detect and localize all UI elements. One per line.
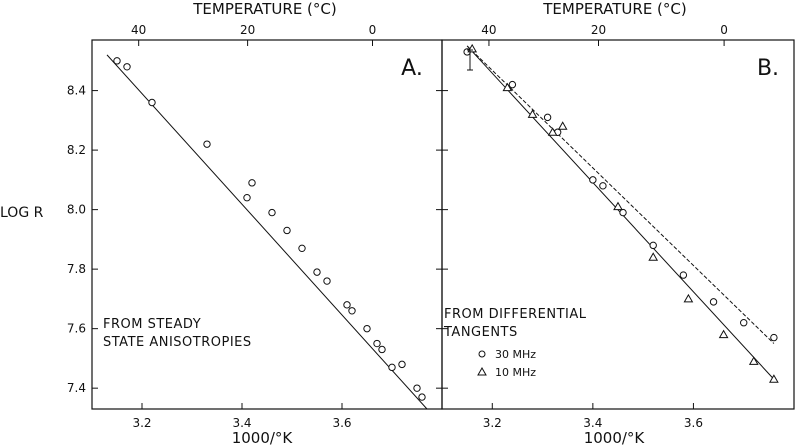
data-point-circle	[203, 140, 211, 148]
y-axis-label: LOG R	[0, 205, 44, 221]
data-point-circle	[298, 244, 306, 253]
y-tick-label: 7.4	[67, 381, 86, 395]
data-point-circle	[363, 324, 371, 333]
y-tick-label: 7.6	[67, 322, 86, 336]
data-point-circle	[348, 307, 356, 315]
panel-a-annotation-line-2: STATE ANISOTROPIES	[103, 335, 252, 350]
fit-line	[466, 45, 775, 344]
top-tick-label: 20	[240, 23, 255, 37]
data-point-circle	[508, 80, 517, 89]
data-point-circle	[388, 363, 396, 372]
data-point-circle	[113, 57, 121, 65]
panel-b-frame	[441, 39, 795, 410]
data-point-circle	[619, 208, 627, 217]
top-tick-label: 40	[131, 23, 146, 37]
legend-30mhz-marker	[478, 350, 486, 358]
y-tick-label: 7.8	[67, 262, 86, 276]
data-point-circle	[770, 333, 778, 342]
top-tick-label: 20	[591, 23, 606, 37]
data-point-circle	[313, 268, 321, 276]
panel-b-label: B.	[757, 56, 779, 81]
data-point-circle	[543, 113, 552, 122]
data-point-circle	[589, 176, 597, 184]
data-point-circle	[740, 319, 748, 327]
data-point-circle	[343, 301, 351, 309]
legend-10mhz-label: 10 MHz	[495, 366, 536, 379]
x-tick-label: 3.4	[232, 416, 251, 430]
panel-b-top-axis-title: TEMPERATURE (°C)	[542, 0, 687, 18]
data-point-circle	[323, 277, 331, 285]
legend-10mhz-marker	[477, 366, 487, 376]
x-tick-label: 3.4	[583, 416, 602, 430]
panel-a-top-axis-title: TEMPERATURE (°C)	[192, 0, 337, 18]
panel-a-frame	[91, 39, 443, 410]
data-point-triangle	[683, 293, 694, 303]
panel-b-annotation-line-2: TANGENTS	[443, 325, 518, 340]
data-point-triangle	[648, 252, 659, 261]
y-tick-label: 8.4	[67, 84, 86, 98]
data-point-circle	[709, 298, 718, 306]
panel-a-x-axis-label: 1000/°K	[232, 429, 294, 447]
y-tick-label: 8.2	[67, 143, 86, 157]
data-point-circle	[248, 179, 256, 187]
data-point-triangle	[547, 127, 558, 136]
y-tick-label: 8.0	[67, 203, 86, 217]
data-point-circle	[599, 182, 607, 190]
data-point-triangle	[718, 329, 729, 339]
data-point-triangle	[502, 82, 513, 92]
panel-b-x-axis-label: 1000/°K	[584, 429, 646, 447]
data-point-circle	[413, 384, 421, 392]
top-tick-label: 0	[369, 23, 377, 37]
data-point-circle	[649, 241, 657, 250]
fit-line	[106, 54, 428, 410]
x-tick-label: 3.2	[132, 416, 151, 430]
data-point-circle	[398, 360, 406, 369]
panel-a-label: A.	[401, 56, 423, 81]
data-point-triangle	[748, 356, 759, 365]
data-point-triangle	[557, 121, 568, 130]
panel-a-annotation-line-1: FROM STEADY	[103, 317, 201, 332]
top-tick-label: 0	[720, 23, 728, 37]
data-point-circle	[679, 271, 688, 279]
data-point-triangle	[769, 374, 779, 383]
data-point-circle	[373, 339, 381, 348]
x-tick-label: 3.6	[332, 416, 351, 430]
data-point-circle	[123, 63, 131, 71]
data-point-circle	[418, 393, 426, 401]
data-point-circle	[283, 226, 291, 235]
data-point-circle	[268, 208, 276, 217]
panel-b-annotation-line-1: FROM DIFFERENTIAL	[444, 307, 587, 322]
legend-30mhz-label: 30 MHz	[495, 348, 536, 361]
data-point-triangle	[613, 201, 623, 211]
top-tick-label: 40	[481, 23, 496, 37]
data-point-circle	[148, 98, 156, 107]
x-tick-label: 3.6	[684, 416, 703, 430]
data-point-triangle	[527, 109, 538, 118]
data-point-circle	[243, 194, 251, 202]
x-tick-label: 3.2	[483, 416, 502, 430]
data-point-circle	[378, 345, 386, 354]
